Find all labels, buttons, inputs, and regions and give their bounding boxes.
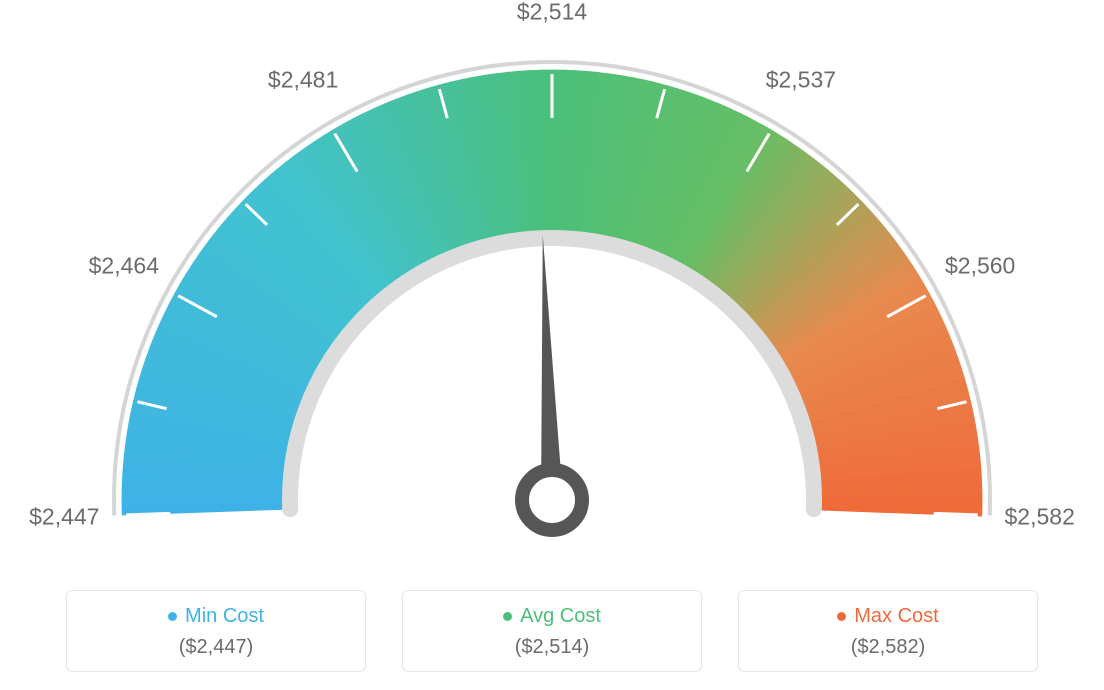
- gauge-svg: [0, 0, 1104, 560]
- legend-value-avg: ($2,514): [403, 636, 701, 659]
- legend-card-max: Max Cost ($2,582): [738, 590, 1038, 672]
- legend-dot-min: [168, 612, 177, 621]
- legend-title-avg: Avg Cost: [503, 605, 601, 628]
- gauge-label: $2,514: [517, 0, 587, 26]
- legend-dot-avg: [503, 612, 512, 621]
- legend-key-min: Min Cost: [185, 605, 264, 628]
- legend-row: Min Cost ($2,447) Avg Cost ($2,514) Max …: [0, 590, 1104, 672]
- gauge-chart: $2,447 $2,464 $2,481 $2,514 $2,537 $2,560 $2,5…: [0, 0, 1104, 560]
- legend-value-max: ($2,582): [739, 636, 1037, 659]
- legend-card-avg: Avg Cost ($2,514): [402, 590, 702, 672]
- legend-card-min: Min Cost ($2,447): [66, 590, 366, 672]
- gauge-label: $2,537: [766, 67, 836, 94]
- gauge-label: $2,582: [1005, 504, 1075, 531]
- gauge-label: $2,481: [268, 67, 338, 94]
- gauge-label: $2,447: [29, 504, 99, 531]
- legend-title-min: Min Cost: [168, 605, 264, 628]
- legend-value-min: ($2,447): [67, 636, 365, 659]
- legend-title-max: Max Cost: [837, 605, 938, 628]
- gauge-label: $2,560: [945, 252, 1015, 279]
- legend-key-avg: Avg Cost: [520, 605, 601, 628]
- gauge-label: $2,464: [89, 252, 159, 279]
- legend-key-max: Max Cost: [854, 605, 938, 628]
- legend-dot-max: [837, 612, 846, 621]
